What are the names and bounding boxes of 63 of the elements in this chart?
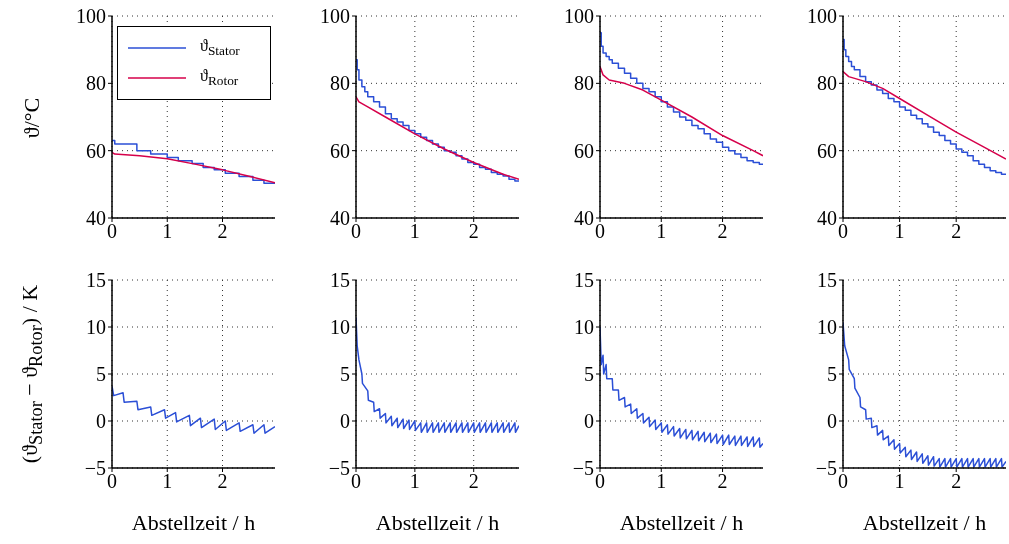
y-tick-label: 60 xyxy=(330,139,350,162)
legend-label: ϑ$_{Rotor}$ xyxy=(200,66,239,90)
y-tick-label: 40 xyxy=(574,207,594,230)
y-tick-label: 0 xyxy=(827,410,837,433)
y-tick-label: 100 xyxy=(76,5,106,28)
legend-label: ϑ$_{Stator}$ xyxy=(200,36,240,60)
y-tick-label: 100 xyxy=(807,5,837,28)
x-axis-title: Abstellzeit / h xyxy=(861,510,988,536)
y-tick-label: 15 xyxy=(330,269,350,292)
y-tick-label: 5 xyxy=(584,363,594,386)
y-tick-label: 0 xyxy=(584,410,594,433)
y-tick-label: 60 xyxy=(86,139,106,162)
y-tick-label: 10 xyxy=(574,316,594,339)
y-tick-label: 10 xyxy=(86,316,106,339)
y-tick-label: −5 xyxy=(572,457,594,480)
x-tick-label: 2 xyxy=(717,220,728,243)
x-tick-label: 2 xyxy=(951,470,962,493)
line-series xyxy=(356,96,519,181)
y-tick-label: 100 xyxy=(564,5,594,28)
y-tick-label: −5 xyxy=(84,457,106,480)
y-tick-label: 15 xyxy=(817,269,837,292)
x-tick-label: 2 xyxy=(217,220,228,243)
x-axis-title: Abstellzeit / h xyxy=(618,510,745,536)
y-tick-label: 40 xyxy=(330,207,350,230)
y-tick-label: 15 xyxy=(86,269,106,292)
x-axis-title: Abstellzeit / h xyxy=(374,510,501,536)
y-tick-label: −5 xyxy=(815,457,837,480)
x-tick-label: 1 xyxy=(409,220,420,243)
x-tick-label: 1 xyxy=(894,470,905,493)
x-tick-label: 2 xyxy=(951,220,962,243)
y-tick-label: −5 xyxy=(328,457,350,480)
x-tick-label: 1 xyxy=(162,220,173,243)
y-tick-label: 0 xyxy=(340,410,350,433)
y-tick-label: 80 xyxy=(817,72,837,95)
y-tick-label: 100 xyxy=(320,5,350,28)
x-tick-label: 2 xyxy=(468,470,479,493)
y-tick-label: 0 xyxy=(96,410,106,433)
y-tick-label: 15 xyxy=(574,269,594,292)
y-tick-label: 5 xyxy=(96,363,106,386)
x-axis-title: Abstellzeit / h xyxy=(130,510,257,536)
x-tick-label: 2 xyxy=(717,470,728,493)
y-tick-label: 5 xyxy=(827,363,837,386)
y-tick-label: 80 xyxy=(330,72,350,95)
y-tick-label: 5 xyxy=(340,363,350,386)
x-tick-label: 1 xyxy=(656,220,667,243)
y-tick-label: 40 xyxy=(817,207,837,230)
x-tick-label: 1 xyxy=(894,220,905,243)
x-tick-label: 1 xyxy=(162,470,173,493)
x-tick-label: 1 xyxy=(409,470,420,493)
y-tick-label: 60 xyxy=(817,139,837,162)
y-tick-label: 80 xyxy=(574,72,594,95)
y-tick-label: 40 xyxy=(86,207,106,230)
y-tick-label: 60 xyxy=(574,139,594,162)
x-tick-label: 2 xyxy=(217,470,228,493)
y-axis-title: ϑ/°C xyxy=(19,97,45,139)
x-tick-label: 2 xyxy=(468,220,479,243)
y-tick-label: 10 xyxy=(330,316,350,339)
line-series xyxy=(843,70,1006,160)
x-tick-label: 1 xyxy=(656,470,667,493)
y-tick-label: 80 xyxy=(86,72,106,95)
line-series xyxy=(600,65,763,157)
line-series xyxy=(112,151,275,184)
y-tick-label: 10 xyxy=(817,316,837,339)
